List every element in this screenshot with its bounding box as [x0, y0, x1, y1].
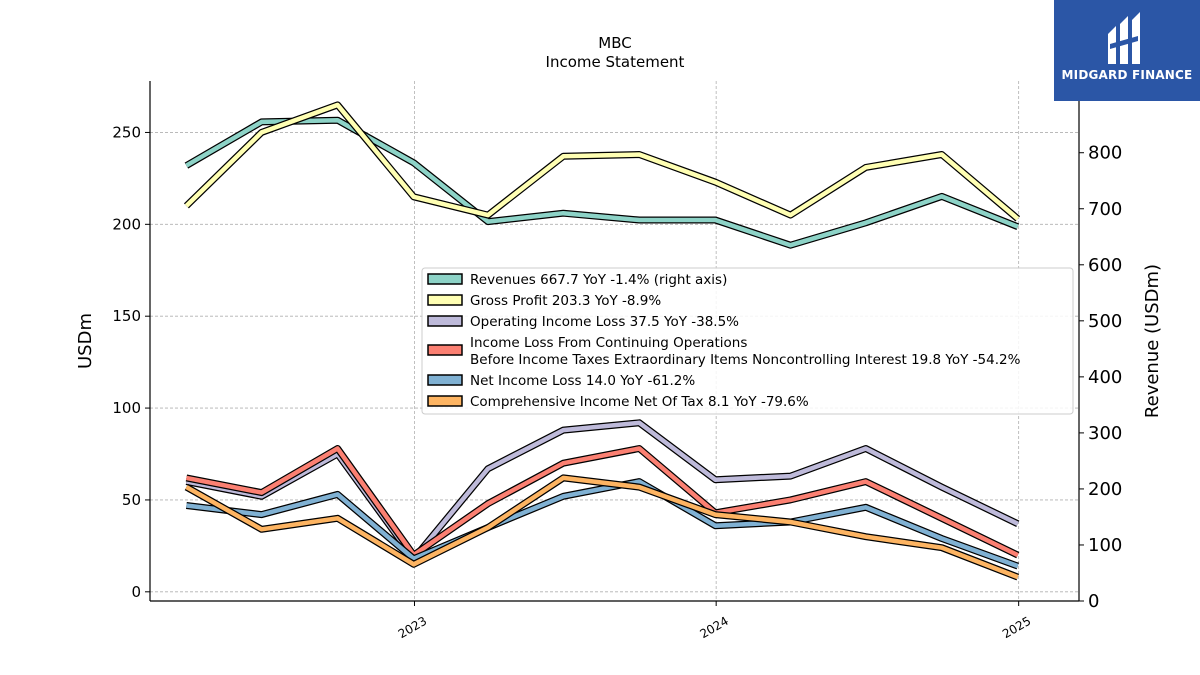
midgard-finance-logo: MIDGARD FINANCE [1054, 0, 1200, 101]
y-tick-label-right: 700 [1088, 199, 1122, 220]
y-tick-label-left: 0 [131, 583, 141, 601]
logo-mark-icon [1108, 12, 1140, 64]
legend-label: Before Income Taxes Extraordinary Items … [470, 352, 1021, 368]
chart-subtitle: Income Statement [546, 53, 685, 71]
legend-label: Gross Profit 203.3 YoY -8.9% [470, 293, 661, 309]
legend-swatch [427, 273, 463, 285]
legend: Revenues 667.7 YoY -1.4% (right axis) Gro… [421, 267, 1074, 415]
y-axis-label-right: Revenue (USDm) [1142, 264, 1163, 418]
y-tick-label-left: 150 [112, 307, 141, 325]
legend-swatch [427, 374, 463, 386]
series-line [185, 475, 1019, 580]
y-tick-label-left: 200 [112, 215, 141, 233]
x-tick-label: 2025 [1000, 614, 1033, 641]
legend-swatch [427, 395, 463, 407]
y-tick-label-right: 300 [1088, 423, 1122, 444]
legend-label: Net Income Loss 14.0 YoY -61.2% [470, 373, 695, 389]
series-line [185, 117, 1019, 248]
legend-box [421, 267, 1074, 415]
series-line [185, 446, 1019, 558]
axes: 0 50 100 150 200 250 0 100 200 300 400 500 600 700 800… [112, 81, 1122, 641]
legend-label: Revenues 667.7 YoY -1.4% (right axis) [470, 272, 727, 288]
legend-label: Comprehensive Income Net Of Tax 8.1 YoY … [470, 394, 809, 410]
logo-text: MIDGARD FINANCE [1061, 68, 1193, 82]
y-tick-label-right: 600 [1088, 255, 1122, 276]
series-0 [184, 116, 1020, 249]
series-lines [183, 101, 1021, 581]
y-tick-label-right: 200 [1088, 479, 1122, 500]
series-5 [184, 474, 1020, 581]
series-2 [185, 419, 1020, 563]
series-3 [185, 445, 1020, 559]
y-tick-label-right: 400 [1088, 367, 1122, 388]
y-tick-label-right: 100 [1088, 535, 1122, 556]
chart-title: MBC [598, 34, 631, 52]
y-tick-label-right: 500 [1088, 311, 1122, 332]
y-tick-label-right: 800 [1088, 143, 1122, 164]
x-tick-label: 2024 [697, 614, 730, 641]
y-tick-label-left: 100 [112, 399, 141, 417]
legend-label: Operating Income Loss 37.5 YoY -38.5% [470, 314, 739, 330]
y-tick-label-left: 50 [122, 491, 141, 509]
y-tick-label-right: 0 [1088, 591, 1099, 612]
series-1 [183, 101, 1021, 222]
legend-swatch [427, 344, 463, 356]
series-line [186, 479, 1019, 569]
legend-label: Income Loss From Continuing Operations [470, 335, 747, 351]
series-line [184, 102, 1020, 221]
series-4 [185, 478, 1019, 570]
legend-swatch [427, 315, 463, 327]
legend-swatch [427, 294, 463, 306]
series-line [185, 420, 1019, 561]
y-tick-label-left: 250 [112, 123, 141, 141]
y-axis-label-left: USDm [75, 313, 96, 369]
series-outline [184, 116, 1020, 249]
x-tick-label: 2023 [396, 614, 429, 641]
